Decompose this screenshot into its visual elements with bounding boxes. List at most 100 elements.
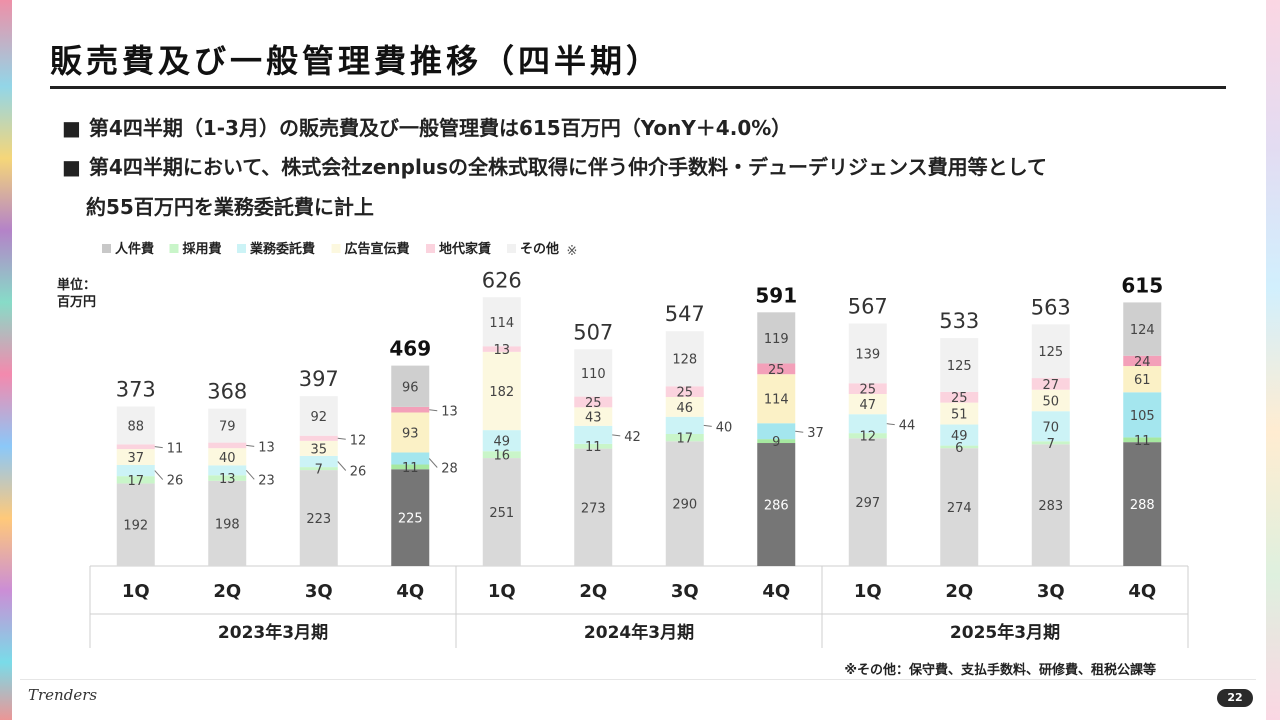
bar-segment <box>1123 355 1162 367</box>
category-tick-label: 1Q <box>122 581 150 602</box>
segment-value-label: 42 <box>624 430 641 445</box>
legend-swatch <box>102 244 111 253</box>
bar-segment <box>665 386 704 398</box>
bar-segment <box>1031 324 1070 379</box>
segment-value-label: 11 <box>585 440 602 455</box>
legend-swatch <box>426 244 435 253</box>
segment-value-label: 114 <box>489 316 514 331</box>
bar-total-label: 547 <box>665 302 705 326</box>
unit-label: 単位： 百万円 <box>57 277 96 311</box>
category-tick-label: 3Q <box>671 581 699 602</box>
leader-line <box>795 430 804 433</box>
bar-segment <box>848 438 887 566</box>
segment-value-label: 93 <box>402 426 419 441</box>
bar-segment <box>1031 378 1070 390</box>
footer-divider <box>20 679 1256 680</box>
left-decorative-strip <box>0 0 12 720</box>
segment-value-label: 125 <box>947 359 972 374</box>
bar-segment <box>848 433 887 439</box>
leader-line <box>154 470 164 480</box>
bar-total-label: 567 <box>848 294 888 318</box>
leader-line <box>245 469 255 480</box>
bar-segment <box>574 349 613 397</box>
page-title: 販売費及び一般管理費推移（四半期） <box>50 42 663 80</box>
bar-segment <box>482 430 521 452</box>
bullet-2-continuation: 約55百万円を業務委託費に計上 <box>86 195 374 219</box>
footnote: ※その他：保守費、支払手数料、研修費、租税公課等 <box>844 663 1156 678</box>
bar-segment <box>1123 437 1162 443</box>
category-tick-label: 1Q <box>488 581 516 602</box>
segment-value-label: 11 <box>167 442 184 457</box>
bar-segment <box>848 323 887 384</box>
bar-segment <box>1031 411 1070 442</box>
bar-segment <box>665 433 704 442</box>
segment-value-label: 288 <box>1130 498 1155 513</box>
bar-segment <box>665 397 704 417</box>
bar-segment <box>299 470 338 566</box>
segment-value-label: 25 <box>676 386 693 401</box>
bar-segment <box>299 455 338 468</box>
segment-value-label: 12 <box>350 433 367 448</box>
segment-value-label: 9 <box>772 435 780 450</box>
segment-value-label: 11 <box>402 461 419 476</box>
segment-value-label: 49 <box>951 429 968 444</box>
bar-segment <box>391 412 430 453</box>
category-tick-label: 3Q <box>305 581 333 602</box>
bar-segment <box>391 469 430 566</box>
bar-segment <box>482 297 521 347</box>
segment-value-label: 7 <box>315 463 323 478</box>
legend-label: 業務委託費 <box>249 241 315 257</box>
segment-value-label: 283 <box>1038 499 1063 514</box>
bar-segment <box>940 402 979 425</box>
segment-value-label: 225 <box>398 512 423 527</box>
segment-value-label: 50 <box>1042 394 1059 409</box>
segment-value-label: 28 <box>441 462 458 477</box>
unit-label-line1: 単位： <box>57 278 97 293</box>
bar-segment <box>391 452 430 465</box>
segment-value-label: 17 <box>127 474 144 489</box>
segment-value-label: 43 <box>585 411 602 426</box>
leader-line <box>337 437 346 440</box>
bar-segment <box>208 448 247 466</box>
segment-value-label: 26 <box>350 465 367 480</box>
group-label: 2025年3月期 <box>950 622 1060 643</box>
bar-segment <box>1123 442 1162 566</box>
category-tick-label: 4Q <box>1128 581 1156 602</box>
leader-line <box>154 446 163 449</box>
bar-segment <box>848 383 887 394</box>
bar-segment <box>940 445 979 449</box>
category-tick-label: 4Q <box>762 581 790 602</box>
page-number-badge: 22 <box>1217 689 1253 707</box>
bar-segment <box>848 394 887 415</box>
segment-value-label: 114 <box>764 393 789 408</box>
bar-segment <box>1031 389 1070 412</box>
bar-segment <box>208 475 247 481</box>
segment-value-label: 223 <box>306 512 331 527</box>
bar-segment <box>940 391 979 403</box>
segment-value-label: 23 <box>258 473 275 488</box>
bar-segment <box>757 363 796 375</box>
segment-value-label: 44 <box>899 419 916 434</box>
title-underline <box>50 86 1226 89</box>
segment-value-label: 198 <box>215 517 240 532</box>
bar-segment <box>391 406 430 413</box>
bullet-marker: ■ <box>62 116 81 140</box>
bar-segment <box>757 423 796 440</box>
segment-value-label: 46 <box>676 401 693 416</box>
bar-segment <box>757 443 796 566</box>
segment-value-label: 125 <box>1038 345 1063 360</box>
bar-segment <box>208 465 247 476</box>
bar-total-label: 469 <box>389 337 431 361</box>
segment-value-label: 35 <box>310 442 327 457</box>
legend-swatch <box>331 244 341 253</box>
bullet-marker: ■ <box>62 155 81 179</box>
bar-segment <box>574 425 613 444</box>
bar-segment <box>1123 302 1162 356</box>
category-tick-label: 4Q <box>396 581 424 602</box>
segment-value-label: 26 <box>167 474 184 489</box>
segment-value-label: 17 <box>676 432 693 447</box>
bar-segment <box>1123 392 1162 438</box>
right-decorative-strip <box>1266 0 1280 720</box>
category-tick-label: 2Q <box>213 581 241 602</box>
segment-value-label: 290 <box>672 498 697 513</box>
